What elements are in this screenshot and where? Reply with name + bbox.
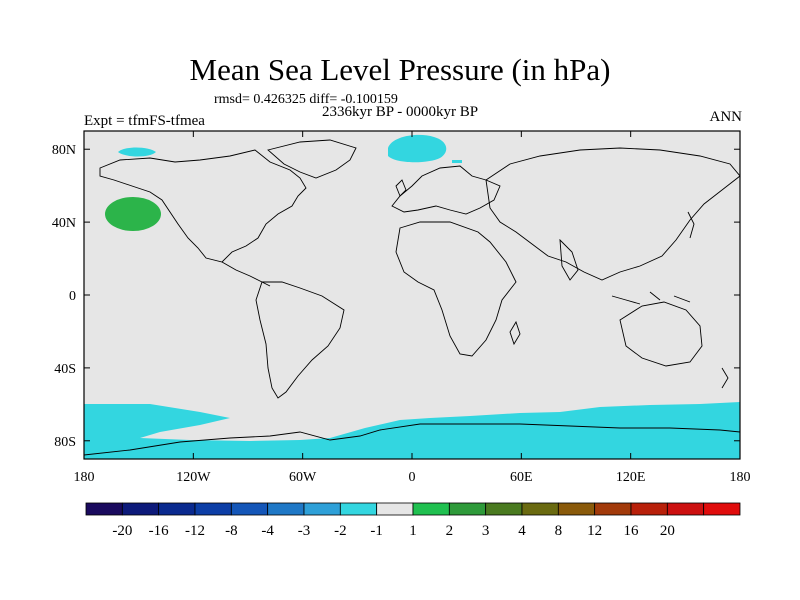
north-pacific-positive [105, 197, 161, 231]
colorbar-swatch [230, 502, 269, 516]
colorbar-label: 1 [409, 523, 417, 539]
colorbar-label: 12 [587, 523, 602, 539]
colorbar-label: -1 [370, 523, 383, 539]
colorbar-label: 20 [660, 523, 675, 539]
colorbar-swatch [485, 502, 523, 516]
colorbar-label: -2 [334, 523, 347, 539]
coast-north-america [99, 149, 307, 263]
colorbar-swatch [85, 502, 123, 516]
coast-japan [687, 211, 695, 239]
colorbar-swatch [630, 502, 668, 516]
southern-ocean-negative [84, 402, 740, 459]
colorbar-swatch [412, 502, 450, 516]
colorbar-label: 8 [555, 523, 563, 539]
colorbar-swatch [376, 502, 414, 516]
lon-tick-label: 180 [74, 470, 95, 485]
colorbar-swatch [666, 502, 705, 516]
colorbar-swatch [121, 502, 160, 516]
lon-tick-label: 0 [409, 470, 416, 485]
colorbar-label: -3 [298, 523, 311, 539]
lon-tick-label: 120W [176, 470, 211, 485]
colorbar-swatch [521, 502, 559, 516]
coast-new-zealand [721, 367, 729, 389]
lat-tick-label: 80S [54, 435, 76, 450]
greenland-sea-negative [388, 134, 447, 163]
colorbar-swatch [448, 502, 487, 516]
lon-tick-label: 120E [616, 470, 646, 485]
rmsd-diff-stats: rmsd= 0.426325 diff= -0.100159 [214, 92, 398, 107]
map-title: Mean Sea Level Pressure (in hPa) [189, 52, 611, 87]
colorbar-label: -16 [149, 523, 169, 539]
coast-india [559, 238, 579, 281]
lat-tick-label: 40S [54, 362, 76, 377]
colorbar-label: 16 [624, 523, 640, 539]
season-label: ANN [709, 109, 743, 125]
colorbar-swatch [303, 502, 341, 516]
coast-africa [395, 221, 517, 357]
lon-tick-label: 180 [730, 470, 751, 485]
period-label: 2336kyr BP - 0000kyr BP [322, 104, 479, 120]
colorbar-label: -8 [225, 523, 238, 539]
coast-asia [485, 147, 740, 281]
colorbar-swatch [594, 502, 632, 516]
colorbar-label: 2 [446, 523, 454, 539]
coast-europe [391, 165, 501, 215]
colorbar-swatch [339, 502, 378, 516]
colorbar-label: 3 [482, 523, 490, 539]
colorbar-label: -20 [112, 523, 132, 539]
coast-madagascar [509, 320, 521, 346]
anomaly-layer [84, 134, 740, 459]
colorbar-swatch [158, 502, 196, 516]
lat-tick-label: 80N [52, 143, 76, 158]
lat-tick-label: 40N [52, 216, 76, 231]
colorbar: -20 -16 -12 -8 -4 -3 -2 -1 1 2 3 4 8 12 16 20 [85, 502, 741, 539]
coastlines [84, 139, 740, 456]
coast-australia [619, 301, 703, 367]
colorbar-swatch [703, 502, 741, 516]
colorbar-label: -4 [261, 523, 274, 539]
bering-negative [118, 147, 156, 157]
coast-uk [395, 179, 407, 197]
coast-south-america [255, 281, 345, 399]
axis-ticks: 80N 40N 0 40S 80S 180 120W 60W 0 60E 120E 180 [52, 131, 751, 485]
lat-tick-label: 0 [69, 289, 76, 304]
colorbar-swatch [557, 502, 596, 516]
coast-antarctica [84, 423, 740, 456]
colorbar-label: 4 [518, 523, 526, 539]
coast-greenland [267, 139, 357, 179]
lon-tick-label: 60E [510, 470, 533, 485]
colorbar-label: -12 [185, 523, 205, 539]
coast-indonesia [611, 291, 691, 305]
north-atlantic-small-patch [452, 160, 462, 163]
coast-central-america [221, 261, 271, 287]
lon-tick-label: 60W [289, 470, 317, 485]
colorbar-swatch [194, 502, 232, 516]
experiment-label: Expt = tfmFS-tfmea [84, 113, 205, 129]
colorbar-swatch [267, 502, 305, 516]
